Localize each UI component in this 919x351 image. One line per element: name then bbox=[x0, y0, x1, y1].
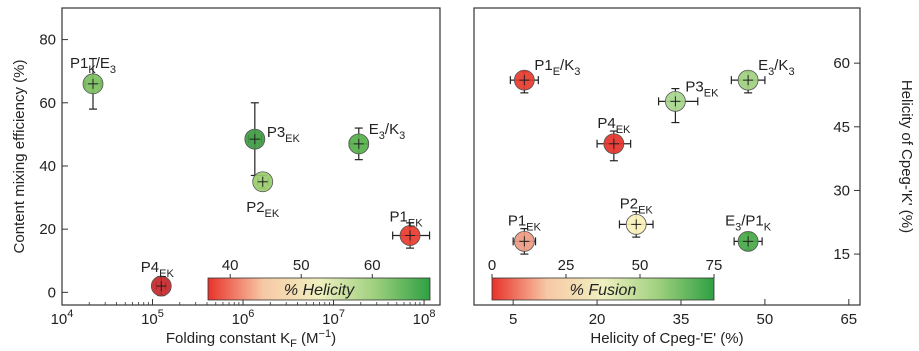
right-y-tick-label-3: 60 bbox=[833, 55, 850, 72]
right-y-tick-label-0: 15 bbox=[833, 246, 850, 263]
left-point-label-4: P1EK bbox=[390, 208, 424, 229]
right-x-tick-label-4: 65 bbox=[840, 311, 857, 328]
left-point-label-5: P4EK bbox=[141, 259, 175, 280]
right-point-label-6: E3/P1K bbox=[725, 212, 772, 233]
helicity-cb-tick-label-1: 50 bbox=[293, 257, 310, 274]
fusion-cb-tick-label-1: 25 bbox=[558, 257, 575, 274]
right-point-label-2: E3/K3 bbox=[758, 57, 794, 78]
left-x-ticks: 104 105 106 107 108 bbox=[51, 299, 436, 328]
fusion-colorbar-ticks: 0 25 50 75 bbox=[488, 257, 723, 278]
left-y-axis-label: Content mixing efficiency (%) bbox=[11, 60, 28, 254]
right-chart-panel: 5 20 35 50 65 15 30 45 60 % Fusion 0 25 50 75 P1E/… bbox=[473, 7, 915, 347]
left-data-points: P1K/E3 P3EK P2EK E3/K3 P1EK P4EK bbox=[70, 55, 431, 297]
left-y-ticks: 0 20 40 60 80 bbox=[39, 32, 68, 301]
left-point-4: P1EK bbox=[390, 208, 431, 249]
left-point-3: E3/K3 bbox=[348, 121, 405, 161]
fusion-cb-tick-label-3: 75 bbox=[706, 257, 723, 274]
left-x-tick-label-2: 106 bbox=[232, 308, 255, 328]
right-x-ticks: 5 20 35 50 65 bbox=[509, 299, 857, 328]
left-point-label-1: P3EK bbox=[267, 124, 301, 145]
left-point-label-0: P1K/E3 bbox=[70, 55, 116, 76]
fusion-cb-tick-label-0: 0 bbox=[488, 257, 496, 274]
right-x-tick-label-3: 50 bbox=[757, 311, 774, 328]
right-point-label-4: P1EK bbox=[508, 212, 542, 233]
right-point-3: P4EK bbox=[596, 115, 632, 162]
left-y-tick-label-0: 0 bbox=[48, 284, 56, 301]
left-y-tick-label-4: 80 bbox=[39, 32, 56, 49]
left-point-5: P4EK bbox=[141, 259, 175, 297]
helicity-colorbar-ticks: 40 50 60 bbox=[222, 257, 381, 278]
left-x-tick-label-0: 104 bbox=[51, 308, 74, 328]
fusion-colorbar bbox=[491, 277, 715, 301]
left-x-tick-label-1: 105 bbox=[141, 308, 164, 328]
helicity-cb-tick-label-0: 40 bbox=[222, 257, 239, 274]
right-plot-frame bbox=[473, 7, 861, 306]
fusion-colorbar-title: % Fusion bbox=[570, 282, 637, 299]
right-x-tick-label-0: 5 bbox=[509, 311, 517, 328]
left-point-1: P3EK bbox=[244, 102, 301, 177]
left-y-tick-label-2: 40 bbox=[39, 158, 56, 175]
right-y-axis-label: Helicity of Cpeg-'K' (%) bbox=[898, 80, 915, 233]
fusion-cb-tick-label-2: 50 bbox=[632, 257, 649, 274]
helicity-colorbar-title: % Helicity bbox=[284, 282, 355, 299]
right-point-5: P2EK bbox=[618, 195, 654, 238]
right-point-label-1: P3EK bbox=[685, 78, 719, 99]
right-point-label-3: P4EK bbox=[597, 115, 631, 136]
left-colorbar: % Helicity 40 50 60 bbox=[207, 257, 431, 301]
right-y-tick-label-1: 30 bbox=[833, 182, 850, 199]
right-colorbar: % Fusion 0 25 50 75 bbox=[488, 257, 723, 301]
right-point-4: P1EK bbox=[508, 212, 542, 255]
right-data-points: P1E/K3 P3EK E3/K3 P4EK P1EK P2EK E3/P1K bbox=[508, 57, 795, 255]
right-y-ticks: 15 30 45 60 bbox=[833, 55, 860, 263]
left-plot-frame bbox=[61, 7, 441, 306]
left-point-0: P1K/E3 bbox=[70, 55, 116, 110]
left-point-label-3: E3/K3 bbox=[369, 121, 405, 142]
left-y-tick-label-3: 60 bbox=[39, 95, 56, 112]
left-chart-panel: 104 105 106 107 108 0 20 40 60 80 % Helicity 40 5… bbox=[11, 7, 441, 350]
helicity-colorbar bbox=[207, 277, 431, 301]
right-x-tick-label-2: 35 bbox=[673, 311, 690, 328]
left-x-axis-label: Folding constant KF (M−1) bbox=[166, 328, 336, 350]
left-point-2: P2EK bbox=[246, 171, 280, 220]
right-point-1: P3EK bbox=[658, 78, 719, 124]
left-x-tick-label-4: 108 bbox=[413, 308, 436, 328]
helicity-cb-tick-label-2: 60 bbox=[364, 257, 381, 274]
right-y-tick-label-2: 45 bbox=[833, 119, 850, 136]
right-point-label-0: P1E/K3 bbox=[534, 57, 580, 78]
left-x-tick-label-3: 107 bbox=[322, 308, 345, 328]
left-point-label-2: P2EK bbox=[246, 199, 280, 220]
right-x-tick-label-1: 20 bbox=[589, 311, 606, 328]
right-point-0: P1E/K3 bbox=[509, 57, 580, 94]
left-y-tick-label-1: 20 bbox=[39, 221, 56, 238]
right-x-axis-label: Helicity of Cpeg-'E' (%) bbox=[590, 330, 743, 347]
right-point-6: E3/P1K bbox=[725, 212, 772, 252]
right-point-label-5: P2EK bbox=[620, 195, 654, 216]
right-point-2: E3/K3 bbox=[730, 57, 795, 94]
